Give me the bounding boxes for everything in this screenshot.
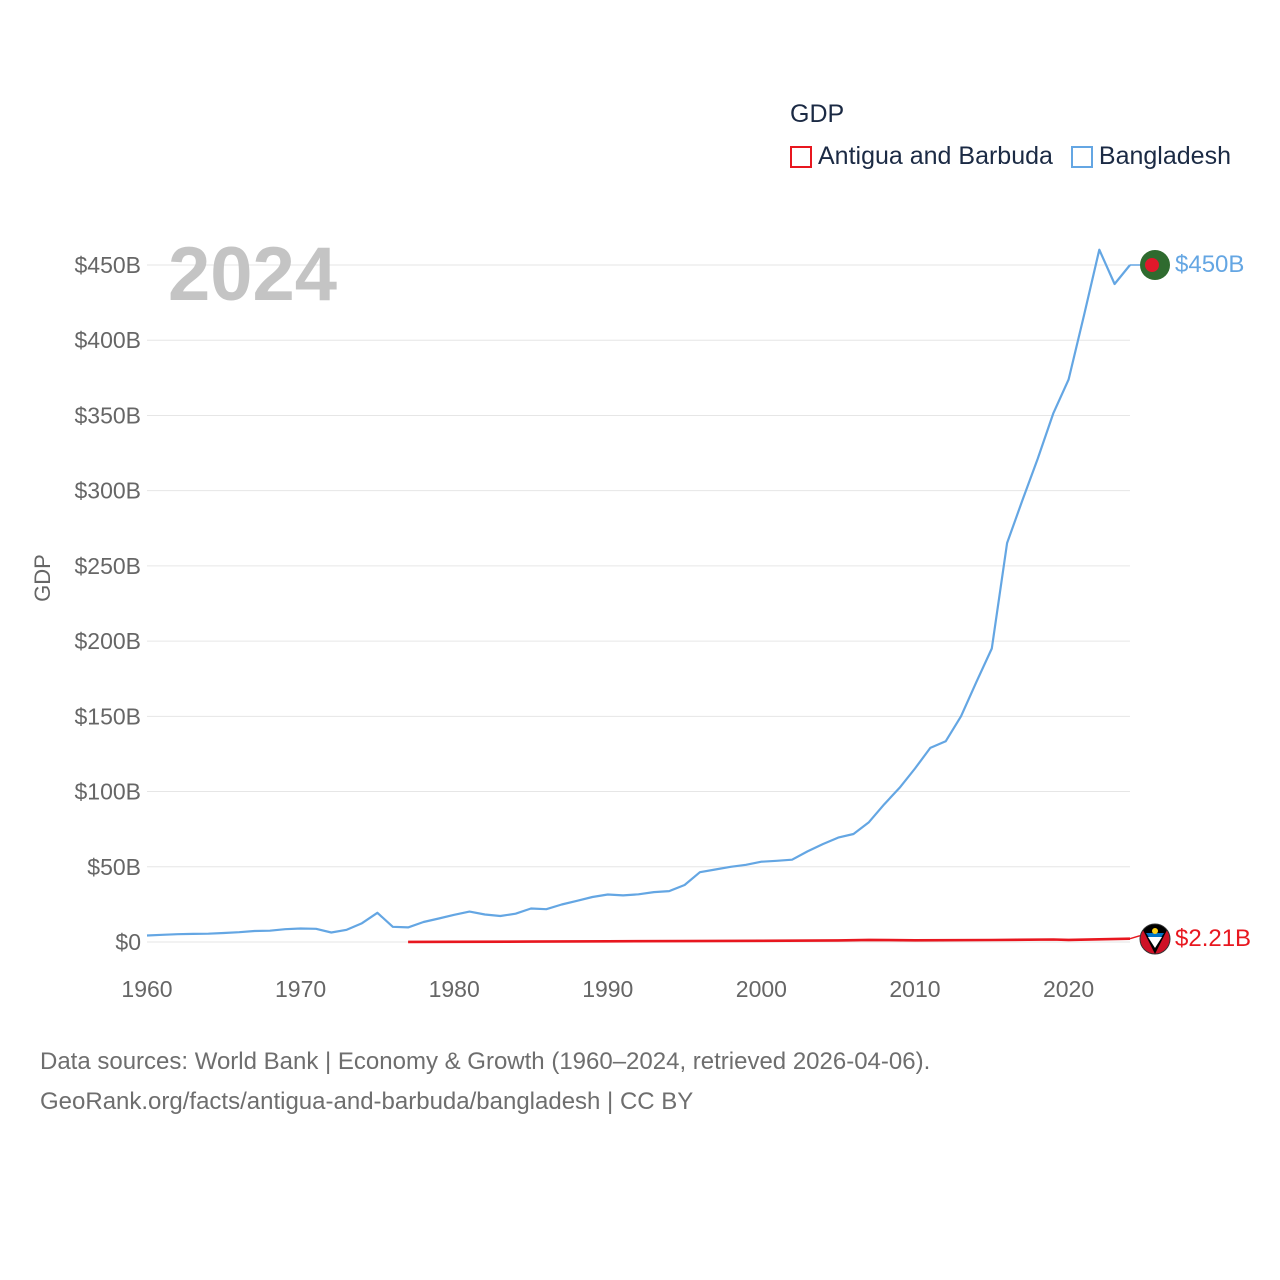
y-tick-label: $100B bbox=[74, 779, 141, 805]
source-url-text[interactable]: GeoRank.org/facts/antigua-and-barbuda/ba… bbox=[40, 1088, 694, 1115]
year-label: 2024 bbox=[168, 232, 337, 317]
y-axis-ticks: $0 $50B $100B $150B $200B $250B $300B $350B $400… bbox=[74, 252, 141, 955]
bangladesh-flag-icon bbox=[1140, 250, 1170, 280]
end-markers bbox=[1139, 250, 1171, 955]
series-line-bangladesh[interactable] bbox=[146, 248, 1131, 937]
y-tick-label: $400B bbox=[74, 327, 141, 353]
series-lines bbox=[146, 248, 1141, 944]
y-tick-label: $150B bbox=[74, 703, 141, 729]
legend-title: GDP bbox=[790, 100, 845, 128]
y-tick-label: $250B bbox=[74, 553, 141, 579]
y-tick-label: $450B bbox=[74, 252, 141, 278]
footer: Data sources: World Bank | Economy & Gro… bbox=[40, 1042, 930, 1122]
bangladesh-end-label: $450B bbox=[1175, 251, 1244, 278]
y-tick-label: $300B bbox=[74, 478, 141, 504]
series-line-antigua-and-barbuda[interactable] bbox=[408, 937, 1131, 944]
legend: Antigua and Barbuda Bangladesh bbox=[790, 142, 1249, 171]
data-sources-text: Data sources: World Bank | Economy & Gro… bbox=[40, 1048, 931, 1075]
x-tick-label: 2020 bbox=[1043, 976, 1094, 1002]
legend-swatch-bangladesh bbox=[1070, 145, 1093, 168]
grid-lines bbox=[147, 264, 1130, 943]
legend-item-antigua[interactable]: Antigua and Barbuda bbox=[790, 142, 1053, 171]
x-tick-label: 1990 bbox=[582, 976, 633, 1002]
y-tick-label: $50B bbox=[87, 854, 141, 880]
y-tick-label: $200B bbox=[74, 628, 141, 654]
antigua-flag-icon bbox=[1139, 923, 1171, 955]
x-axis-ticks: 1960 1970 1980 1990 2000 2010 2020 bbox=[121, 976, 1094, 1002]
legend-swatch-antigua bbox=[790, 145, 812, 168]
legend-label-antigua: Antigua and Barbuda bbox=[818, 142, 1053, 170]
end-connector bbox=[1129, 934, 1141, 940]
x-tick-label: 1980 bbox=[429, 976, 480, 1002]
y-tick-label: $350B bbox=[74, 402, 141, 428]
y-tick-label: $0 bbox=[115, 929, 141, 955]
x-tick-label: 1970 bbox=[275, 976, 326, 1002]
x-tick-label: 1960 bbox=[121, 976, 172, 1002]
y-axis-title: GDP bbox=[30, 554, 55, 602]
legend-item-bangladesh[interactable]: Bangladesh bbox=[1070, 142, 1231, 171]
legend-label-bangladesh: Bangladesh bbox=[1098, 142, 1231, 170]
x-tick-label: 2000 bbox=[736, 976, 787, 1002]
x-tick-label: 2010 bbox=[889, 976, 940, 1002]
antigua-end-label: $2.21B bbox=[1175, 925, 1251, 952]
